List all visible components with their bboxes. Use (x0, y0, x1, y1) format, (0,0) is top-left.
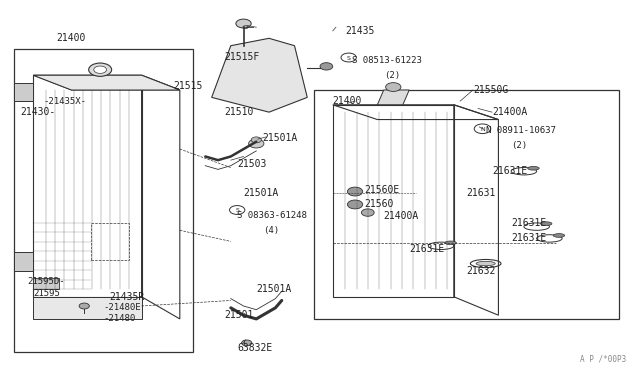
Text: 21400: 21400 (333, 96, 362, 106)
Circle shape (248, 139, 264, 148)
Polygon shape (14, 253, 33, 271)
Text: S 08363-61248: S 08363-61248 (237, 211, 307, 220)
Text: 21501A: 21501A (262, 133, 298, 143)
Text: 21435R: 21435R (109, 292, 145, 302)
Circle shape (320, 62, 333, 70)
Text: S: S (347, 56, 351, 61)
Ellipse shape (528, 166, 540, 170)
Circle shape (348, 187, 363, 196)
Text: 21631E: 21631E (511, 218, 547, 228)
Circle shape (79, 303, 90, 309)
Ellipse shape (540, 222, 552, 225)
Text: N 08911-10637: N 08911-10637 (486, 126, 556, 135)
Circle shape (242, 340, 252, 346)
Text: 21631E: 21631E (409, 244, 444, 254)
Circle shape (251, 137, 261, 143)
Polygon shape (33, 75, 180, 90)
Polygon shape (378, 90, 409, 105)
Text: (4): (4) (262, 226, 279, 235)
Text: 21631: 21631 (467, 188, 496, 198)
Text: 21560: 21560 (365, 199, 394, 209)
Circle shape (89, 63, 111, 76)
Polygon shape (14, 83, 33, 101)
Ellipse shape (476, 261, 495, 266)
Text: 21501: 21501 (225, 310, 254, 320)
Circle shape (94, 66, 106, 73)
Text: (2): (2) (511, 141, 527, 150)
Text: 21430-: 21430- (20, 107, 56, 117)
Text: A P /*00P3: A P /*00P3 (580, 354, 626, 363)
Text: 21632: 21632 (467, 266, 496, 276)
Text: 21501A: 21501A (244, 188, 279, 198)
Text: 21400: 21400 (57, 33, 86, 43)
Ellipse shape (445, 241, 456, 245)
Text: 21400A: 21400A (384, 211, 419, 221)
Text: 21503: 21503 (237, 159, 266, 169)
Text: 21501A: 21501A (256, 284, 292, 294)
Text: 21631E: 21631E (511, 233, 547, 243)
Text: 21631E: 21631E (492, 166, 527, 176)
Text: 63832E: 63832E (237, 343, 273, 353)
Text: S 08513-61223: S 08513-61223 (352, 56, 422, 65)
Circle shape (236, 19, 251, 28)
Text: N: N (480, 127, 485, 132)
Text: 21515: 21515 (173, 81, 203, 91)
Ellipse shape (553, 234, 564, 237)
Text: -21435X-: -21435X- (44, 97, 86, 106)
Text: S: S (236, 208, 239, 213)
Text: 21515F: 21515F (225, 52, 260, 62)
Polygon shape (33, 297, 141, 319)
Text: 21550G: 21550G (473, 85, 508, 95)
Text: 21400A: 21400A (492, 107, 527, 117)
Circle shape (362, 209, 374, 216)
Circle shape (386, 83, 401, 92)
Text: 21560E: 21560E (365, 185, 400, 195)
Polygon shape (33, 278, 59, 289)
Text: -21480: -21480 (103, 314, 136, 323)
Polygon shape (212, 38, 307, 112)
Text: 21595D-: 21595D- (27, 278, 65, 286)
Text: 21595: 21595 (33, 289, 60, 298)
Circle shape (348, 200, 363, 209)
Text: 21510: 21510 (225, 107, 254, 117)
Text: 21435: 21435 (346, 26, 375, 36)
Text: (2): (2) (384, 71, 400, 80)
Text: -21480E: -21480E (103, 303, 141, 312)
